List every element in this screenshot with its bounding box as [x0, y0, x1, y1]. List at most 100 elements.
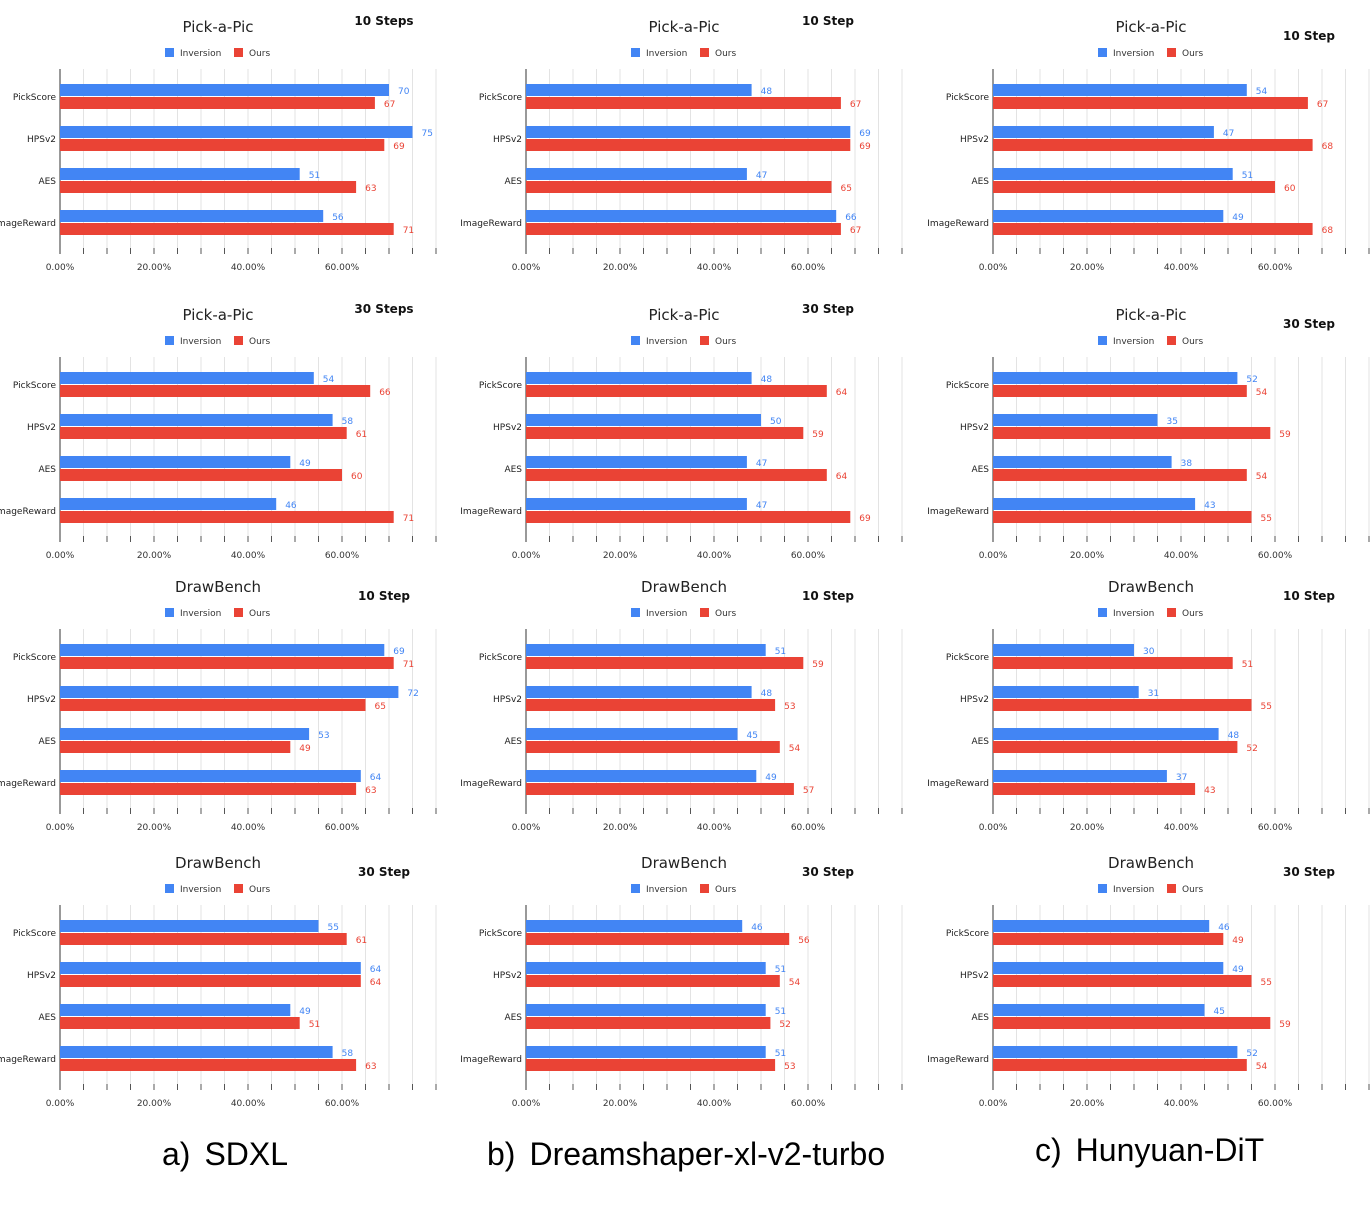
chart-title: DrawBench — [641, 854, 727, 872]
bar-inversion — [993, 644, 1134, 656]
data-label-ours: 53 — [784, 1062, 795, 1072]
x-tick-label: 0.00% — [46, 263, 75, 273]
y-category-label: ImageReward — [927, 779, 989, 789]
legend-label-inversion: Inversion — [646, 49, 687, 59]
bar-inversion — [526, 644, 766, 656]
x-tick-label: 60.00% — [791, 823, 826, 833]
x-tick-label: 60.00% — [325, 1099, 360, 1109]
bar-ours — [60, 223, 394, 235]
bar-inversion — [993, 84, 1247, 96]
x-tick-label: 60.00% — [1258, 263, 1293, 273]
x-tick-label: 0.00% — [46, 823, 75, 833]
chart-grid: Pick-a-Pic 10 Steps Inversion Ours 0.00% 20.0… — [0, 0, 1370, 1121]
data-label-inversion: 69 — [859, 129, 871, 139]
chart-title: Pick-a-Pic — [183, 306, 254, 324]
bar-chart: Pick-a-Pic 10 Step Inversion Ours 0.00% 20.00… — [927, 18, 1370, 273]
chart-title: Pick-a-Pic — [649, 306, 720, 324]
legend-swatch-ours — [234, 48, 243, 57]
bar-inversion — [993, 770, 1167, 782]
y-category-label: HPSv2 — [493, 135, 522, 145]
bar-ours — [60, 933, 347, 945]
legend-swatch-inversion — [165, 48, 174, 57]
bar-chart: DrawBench 30 Step Inversion Ours 0.00% 20.00%… — [460, 854, 903, 1109]
x-tick-label: 60.00% — [791, 1099, 826, 1109]
data-label-inversion: 49 — [299, 459, 311, 469]
x-tick-label: 40.00% — [697, 1099, 732, 1109]
bar-ours — [526, 1059, 776, 1071]
bar-chart: Pick-a-Pic 30 Step Inversion Ours 0.00% 20.00… — [460, 302, 903, 561]
legend: Inversion Ours — [631, 336, 736, 347]
y-category-label: AES — [38, 1013, 56, 1023]
data-label-ours: 61 — [356, 936, 367, 946]
y-category-label: ImageReward — [460, 779, 522, 789]
y-category-label: PickScore — [479, 929, 523, 939]
legend-label-inversion: Inversion — [1113, 337, 1154, 347]
bar-inversion — [526, 770, 757, 782]
bar-inversion — [526, 1004, 766, 1016]
data-label-inversion: 54 — [1256, 87, 1268, 97]
data-label-ours: 59 — [1279, 1020, 1291, 1030]
legend-label-inversion: Inversion — [180, 609, 221, 619]
legend-label-ours: Ours — [249, 337, 270, 347]
legend-label-inversion: Inversion — [646, 337, 687, 347]
bar-ours — [60, 427, 347, 439]
data-label-inversion: 46 — [1218, 923, 1230, 933]
bar-ours — [60, 385, 371, 397]
legend-label-ours: Ours — [715, 49, 736, 59]
bar-inversion — [60, 498, 277, 510]
y-category-label: PickScore — [946, 653, 990, 663]
data-label-ours: 51 — [309, 1020, 320, 1030]
bar-inversion — [993, 962, 1224, 974]
bar-ours — [526, 699, 776, 711]
steps-label: 30 Step — [1283, 317, 1335, 331]
x-tick-label: 20.00% — [603, 551, 638, 561]
caption-sdxl: a) SDXL — [162, 1136, 288, 1173]
x-tick-label: 20.00% — [137, 263, 172, 273]
legend: Inversion Ours — [631, 48, 736, 59]
y-category-label: HPSv2 — [27, 695, 56, 705]
steps-label: 10 Step — [358, 589, 410, 603]
data-label-inversion: 35 — [1167, 417, 1178, 427]
data-label-inversion: 45 — [747, 731, 758, 741]
bar-chart-panel: Pick-a-Pic 30 Steps Inversion Ours 0.00% 20.0… — [0, 288, 456, 573]
y-category-label: PickScore — [479, 381, 523, 391]
bar-inversion — [60, 962, 361, 974]
bar-ours — [993, 657, 1233, 669]
legend: Inversion Ours — [165, 884, 270, 895]
bar-inversion — [993, 728, 1219, 740]
y-category-label: PickScore — [13, 929, 57, 939]
x-tick-label: 40.00% — [697, 823, 732, 833]
bar-inversion — [993, 372, 1238, 384]
legend-swatch-inversion — [1098, 48, 1107, 57]
caption-hunyuan: c) Hunyuan-DiT — [1035, 1132, 1264, 1169]
data-label-inversion: 31 — [1148, 689, 1159, 699]
y-category-label: HPSv2 — [960, 971, 989, 981]
bar-inversion — [60, 770, 361, 782]
bar-chart-panel: Pick-a-Pic 10 Steps Inversion Ours 0.00% 20.0… — [0, 0, 456, 285]
legend-swatch-ours — [1167, 336, 1176, 345]
legend-swatch-inversion — [165, 336, 174, 345]
legend-label-inversion: Inversion — [180, 49, 221, 59]
bar-inversion — [993, 168, 1233, 180]
data-label-ours: 53 — [784, 702, 795, 712]
data-label-inversion: 51 — [775, 965, 786, 975]
legend-swatch-ours — [1167, 884, 1176, 893]
bar-chart-panel: DrawBench 30 Step Inversion Ours 0.00% 20.00%… — [927, 836, 1370, 1121]
legend: Inversion Ours — [165, 336, 270, 347]
bar-inversion — [60, 1046, 333, 1058]
data-label-inversion: 55 — [328, 923, 339, 933]
legend-swatch-inversion — [1098, 884, 1107, 893]
bar-chart-panel: DrawBench 10 Step Inversion Ours 0.00% 20.00%… — [0, 560, 456, 845]
caption-row: a) SDXL b) Dreamshaper-xl-v2-turbo c) Hunyu… — [0, 1130, 1370, 1190]
data-label-ours: 67 — [850, 226, 861, 236]
bar-ours — [526, 511, 851, 523]
steps-label: 30 Step — [802, 302, 854, 316]
steps-label: 10 Steps — [354, 14, 413, 28]
y-category-label: AES — [971, 1013, 989, 1023]
x-tick-label: 40.00% — [1164, 1099, 1199, 1109]
legend-label-inversion: Inversion — [180, 337, 221, 347]
data-label-inversion: 49 — [1232, 965, 1244, 975]
bar-inversion — [993, 414, 1158, 426]
x-tick-label: 0.00% — [979, 1099, 1008, 1109]
data-label-inversion: 52 — [1246, 375, 1257, 385]
